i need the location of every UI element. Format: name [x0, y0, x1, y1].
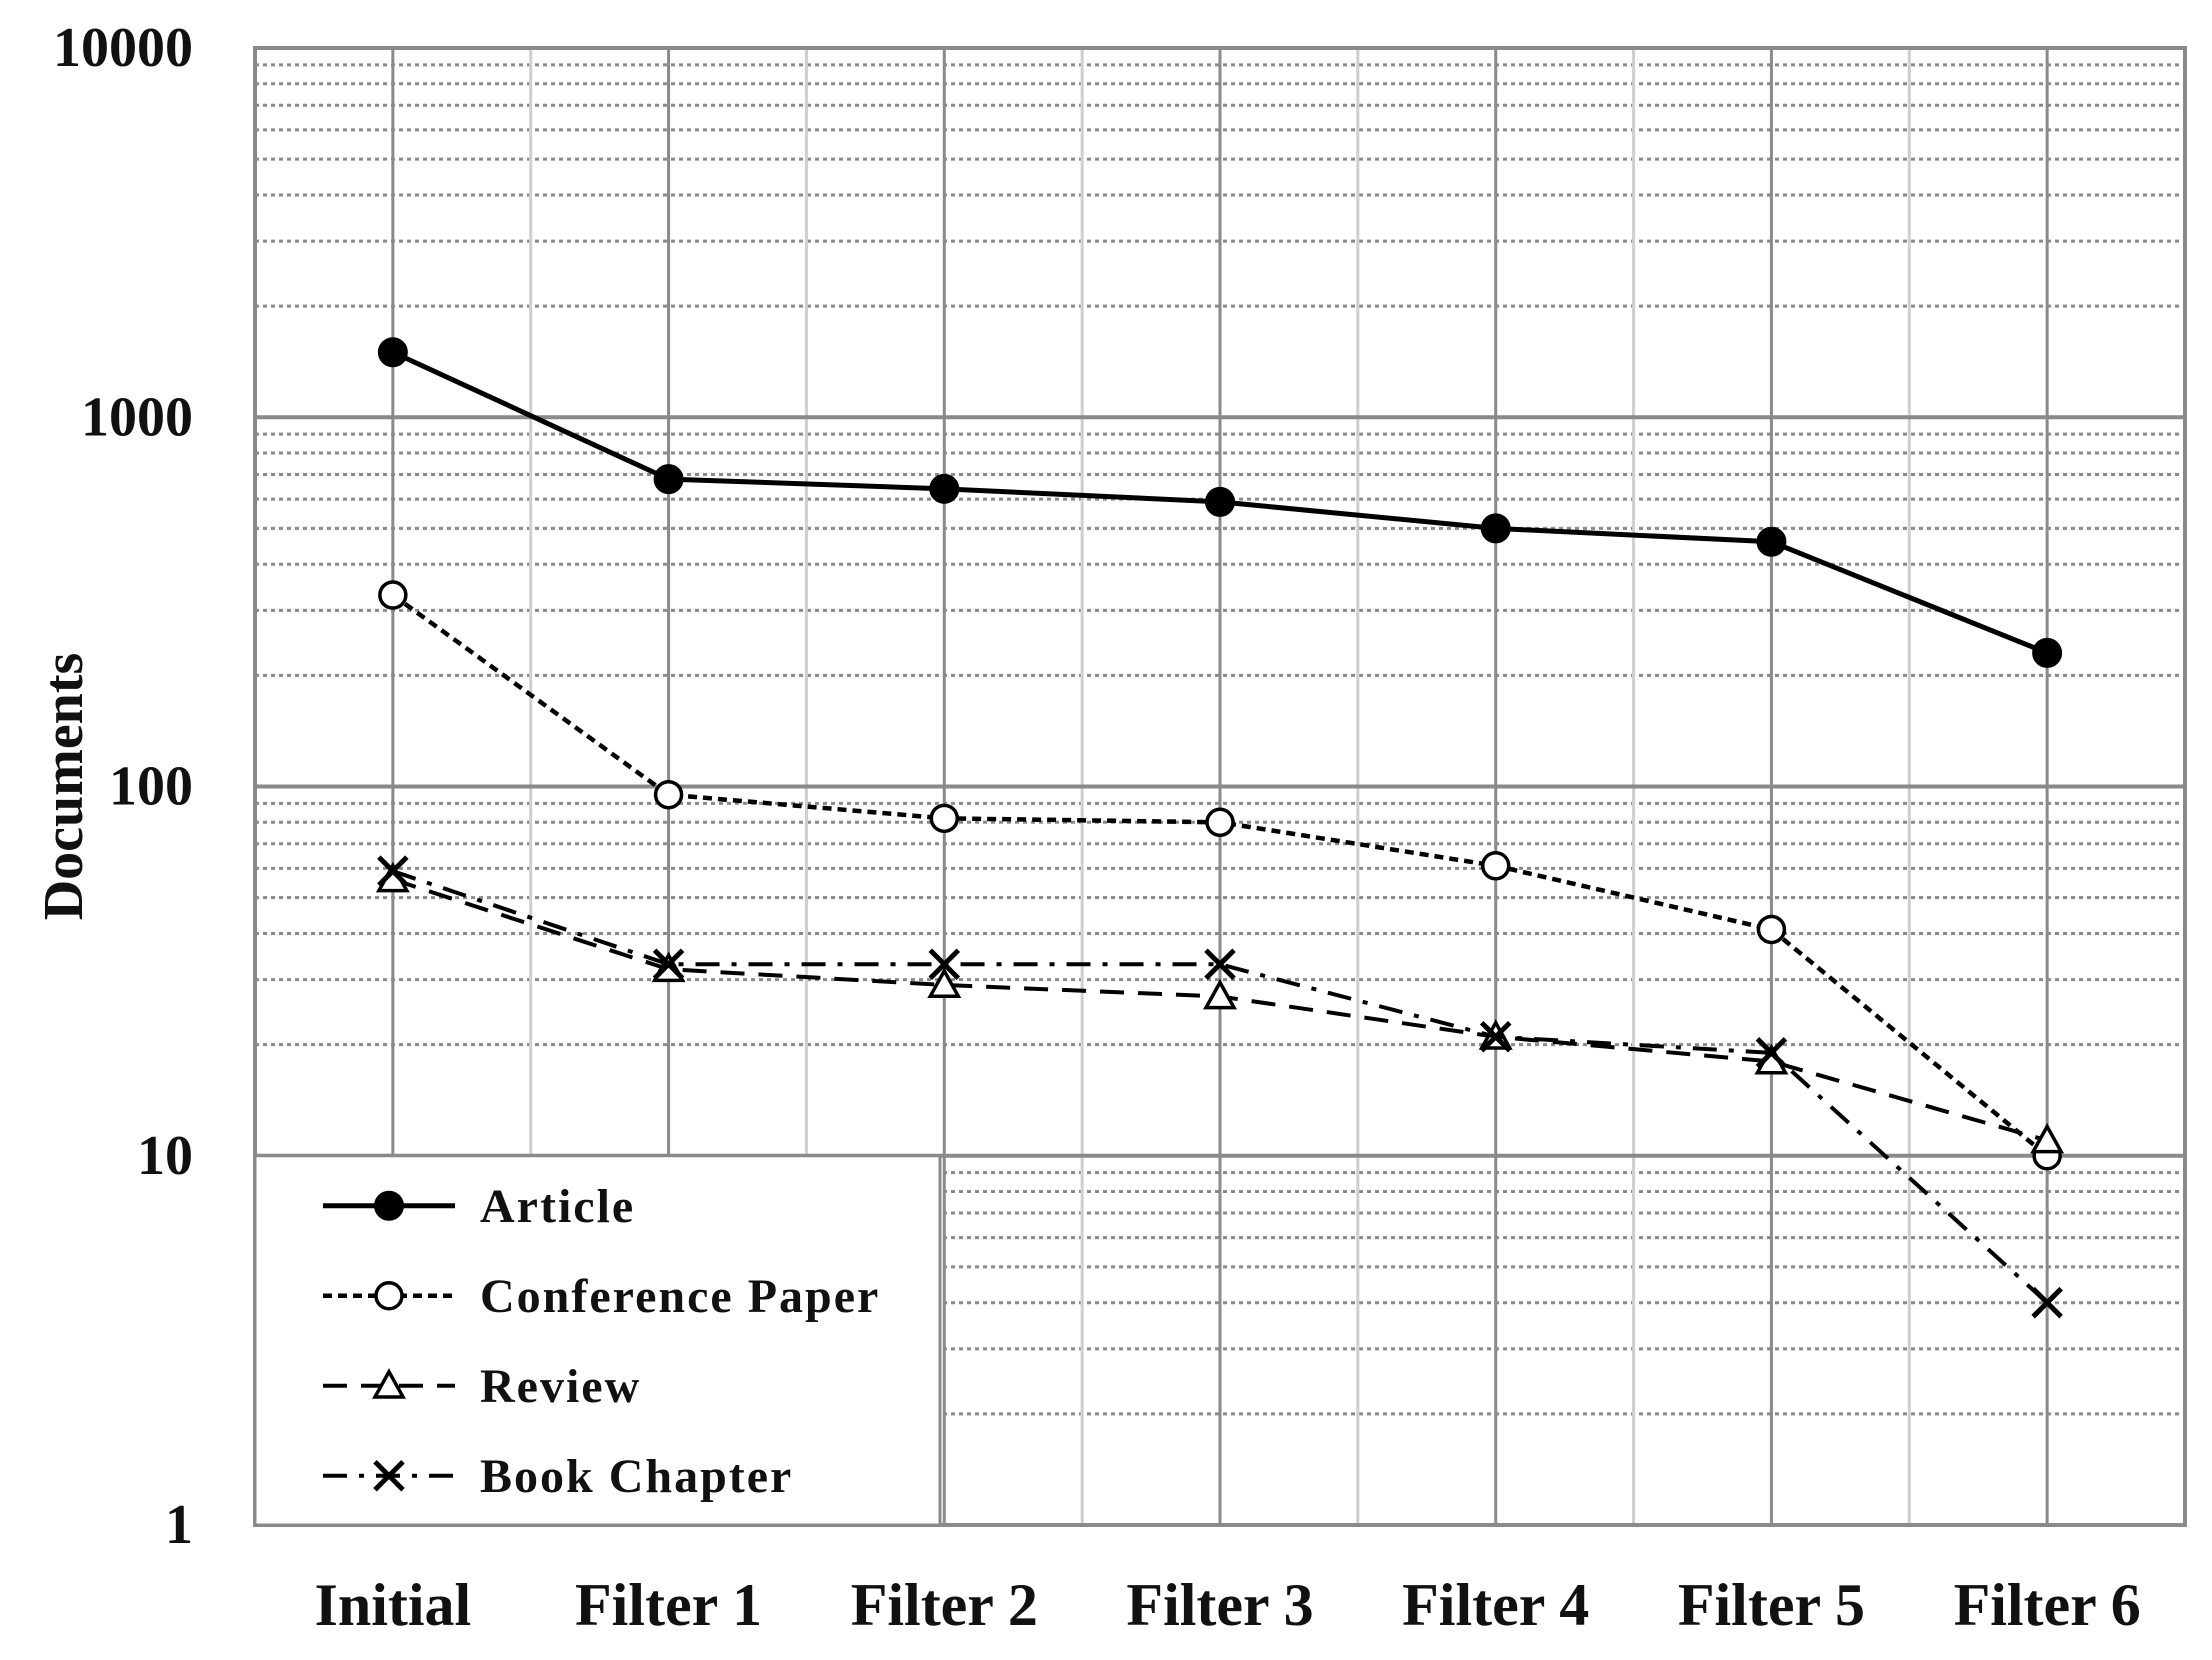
legend-marker-conference-paper: [374, 1281, 404, 1311]
plot-area-frame: [253, 46, 2187, 1527]
legend-label-article: Article: [480, 1180, 635, 1233]
legend-item-conference-paper: Conference Paper: [323, 1270, 880, 1323]
x-tick-label: Filter 5: [1678, 1572, 1865, 1638]
data-point-article: [2032, 637, 2063, 668]
data-point-book-chapter: [652, 948, 685, 981]
y-tick-label: 1000: [81, 386, 193, 448]
x-axis-tick-labels: Initial Filter 1 Filter 2 Filter 3 Filter 4 F…: [314, 1572, 2140, 1638]
minor-gridlines: [255, 63, 2185, 1416]
data-point-review: [2030, 1122, 2065, 1154]
data-point-article: [929, 473, 960, 504]
data-point-article: [377, 337, 408, 368]
series-layer: [375, 337, 2065, 1319]
series-book-chapter: [377, 855, 2063, 1319]
legend-marker-book-chapter: [373, 1459, 405, 1492]
y-tick-label: 1: [165, 1494, 193, 1556]
x-tick-label: Filter 2: [851, 1572, 1038, 1638]
legend-item-book-chapter: Book Chapter: [323, 1450, 793, 1503]
x-tick-label: Filter 6: [1954, 1572, 2141, 1638]
series-article: [377, 337, 2063, 668]
data-point-book-chapter: [1755, 1037, 1788, 1069]
legend-label-conference-paper: Conference Paper: [480, 1270, 880, 1323]
data-point-article: [1480, 513, 1511, 544]
legend: Article Conference Paper Review Book Chapte…: [253, 1154, 942, 1527]
data-point-book-chapter: [1204, 948, 1236, 981]
data-point-book-chapter: [377, 855, 409, 887]
data-point-review: [1203, 978, 1237, 1010]
data-point-conference-paper: [653, 779, 684, 810]
data-point-conference-paper: [1480, 851, 1511, 881]
data-point-review: [927, 967, 962, 998]
data-point-article: [1205, 486, 1235, 517]
data-point-conference-paper: [1205, 807, 1235, 838]
y-axis-title: Documents: [33, 653, 95, 921]
legend-label-book-chapter: Book Chapter: [480, 1450, 793, 1503]
data-point-book-chapter: [2031, 1286, 2063, 1319]
data-point-conference-paper: [378, 580, 408, 610]
legend-marker-article: [374, 1190, 404, 1221]
legend-box: [253, 1154, 942, 1527]
data-point-book-chapter: [928, 948, 961, 981]
x-tick-label: Filter 4: [1402, 1572, 1589, 1638]
legend-item-review: Review: [323, 1360, 641, 1413]
data-point-conference-paper: [929, 803, 960, 834]
x-tick-label: Initial: [314, 1572, 471, 1638]
data-point-book-chapter: [1479, 1021, 1512, 1053]
legend-item-article: Article: [323, 1180, 635, 1233]
legend-label-review: Review: [480, 1360, 641, 1413]
y-tick-label: 10000: [53, 17, 193, 79]
legend-marker-review: [372, 1368, 406, 1399]
y-tick-label: 100: [109, 756, 193, 818]
x-tick-label: Filter 1: [575, 1572, 762, 1638]
data-point-article: [653, 464, 684, 495]
y-tick-label: 10: [137, 1125, 193, 1187]
series-conference-paper: [378, 580, 2062, 1171]
data-point-article: [1756, 526, 1787, 557]
y-axis-tick-labels: 1 10 100 1000 10000: [53, 17, 193, 1556]
data-point-conference-paper: [1756, 914, 1787, 945]
x-tick-label: Filter 3: [1126, 1572, 1313, 1638]
